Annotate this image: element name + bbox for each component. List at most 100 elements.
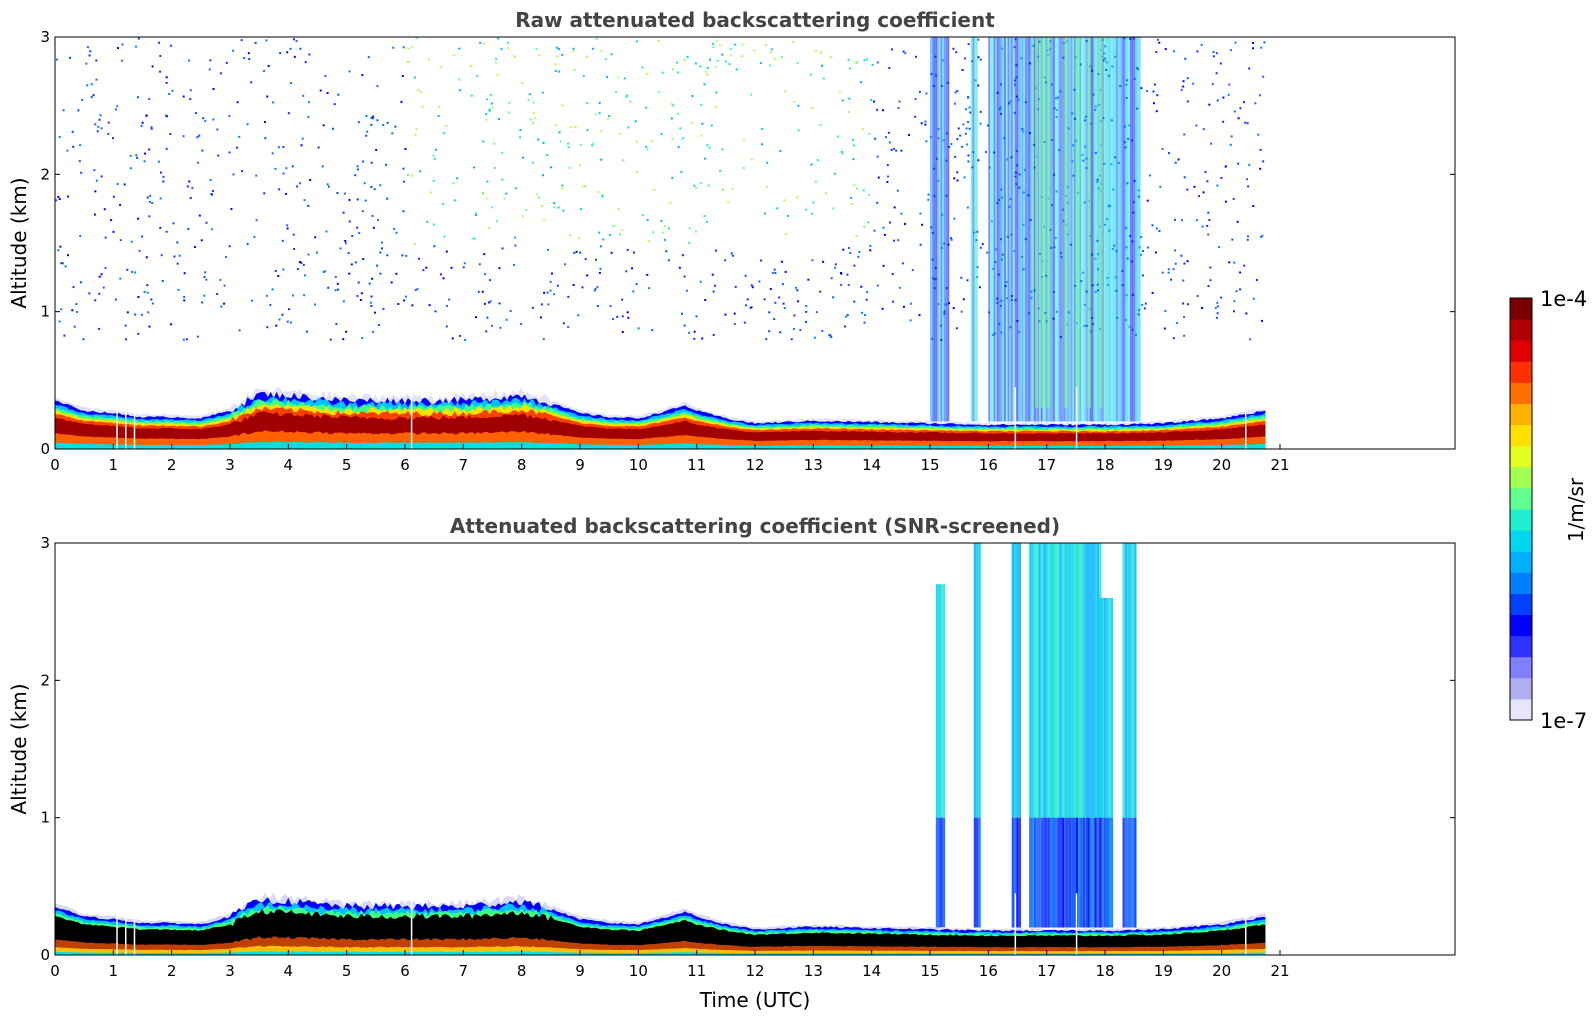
noise-pixel [546,291,549,294]
noise-pixel [876,108,879,111]
noise-pixel [925,92,928,95]
noise-pixel [618,132,621,135]
noise-pixel [124,324,127,327]
noise-pixel [225,255,228,258]
y-tick-label: 2 [40,671,50,689]
cloud-column-base [1080,817,1083,928]
noise-pixel [1167,271,1170,274]
noise-pixel [540,303,543,306]
cloud-column [1036,543,1039,818]
noise-pixel [216,128,219,131]
noise-pixel [281,239,284,242]
noise-pixel [63,334,66,337]
cloud-column [1086,37,1089,422]
noise-pixel [635,140,638,143]
noise-pixel [813,336,816,339]
noise-pixel [102,286,105,289]
noise-pixel [606,76,609,79]
colorbar-swatch [1510,572,1532,594]
noise-pixel [734,285,737,288]
missing-profile-line [133,893,136,955]
cloud-column [1028,37,1031,422]
noise-pixel [731,254,734,257]
noise-pixel [426,220,429,223]
cloud-column-base [1011,817,1014,928]
cloud-column [1124,543,1128,818]
noise-pixel [477,290,480,293]
noise-pixel [956,179,959,182]
noise-pixel [763,298,766,301]
noise-pixel [667,259,670,262]
noise-pixel [850,197,853,200]
noise-pixel [1207,211,1210,214]
high-signal-column [1040,37,1045,408]
boundary-layer-band [55,441,1266,449]
noise-pixel [554,70,557,73]
noise-pixel [776,207,779,210]
noise-pixel [591,144,594,147]
cloud-column [931,37,934,422]
noise-pixel [690,122,693,125]
noise-pixel [750,284,753,287]
noise-pixel [893,206,896,209]
noise-pixel [453,54,456,57]
noise-pixel [121,43,124,46]
noise-pixel [621,298,624,301]
noise-pixel [721,148,724,151]
noise-pixel [863,321,866,324]
cloud-column-base [1096,817,1100,928]
noise-pixel [307,101,310,104]
noise-pixel [1164,309,1167,312]
noise-pixel [489,93,492,96]
cloud-column-base [1075,817,1079,928]
noise-pixel [954,155,957,158]
noise-pixel [1216,184,1219,187]
noise-pixel [1148,174,1151,177]
cloud-column [974,37,977,422]
cloud-column [945,37,948,422]
noise-pixel [846,273,849,276]
noise-pixel [345,330,348,333]
noise-pixel [1204,170,1207,173]
noise-pixel [768,311,771,314]
cloud-column [1122,543,1125,818]
noise-pixel [612,317,615,320]
colorbar-swatch [1510,698,1532,721]
noise-pixel [920,122,923,125]
noise-pixel [407,60,410,63]
noise-pixel [143,290,146,293]
noise-pixel [419,170,422,173]
noise-pixel [187,228,190,231]
noise-pixel [863,59,866,62]
noise-pixel [567,142,570,145]
cloud-column-base [1043,817,1046,928]
noise-pixel [533,112,536,115]
noise-pixel [185,338,188,341]
x-tick-label: 9 [575,456,585,474]
noise-pixel [1152,90,1155,93]
noise-pixel [1208,103,1211,106]
noise-pixel [498,117,501,120]
x-tick-label: 7 [459,962,469,980]
noise-pixel [437,115,440,118]
cloud-column [1039,37,1041,422]
noise-pixel [950,238,953,241]
noise-pixel [1155,227,1158,230]
cloud-column [1091,37,1094,422]
noise-pixel [1233,261,1236,264]
noise-pixel [969,111,972,114]
noise-pixel [869,245,872,248]
noise-pixel [253,236,256,239]
colorbar-scale [1510,298,1532,721]
noise-pixel [263,192,266,195]
noise-pixel [677,145,680,148]
noise-pixel [485,118,488,121]
noise-pixel [265,39,268,42]
noise-pixel [508,101,511,104]
noise-pixel [514,187,517,190]
high-signal-column [1046,37,1051,408]
noise-pixel [193,246,196,249]
noise-pixel [452,182,455,185]
noise-pixel [672,104,675,107]
noise-pixel [1215,72,1218,75]
